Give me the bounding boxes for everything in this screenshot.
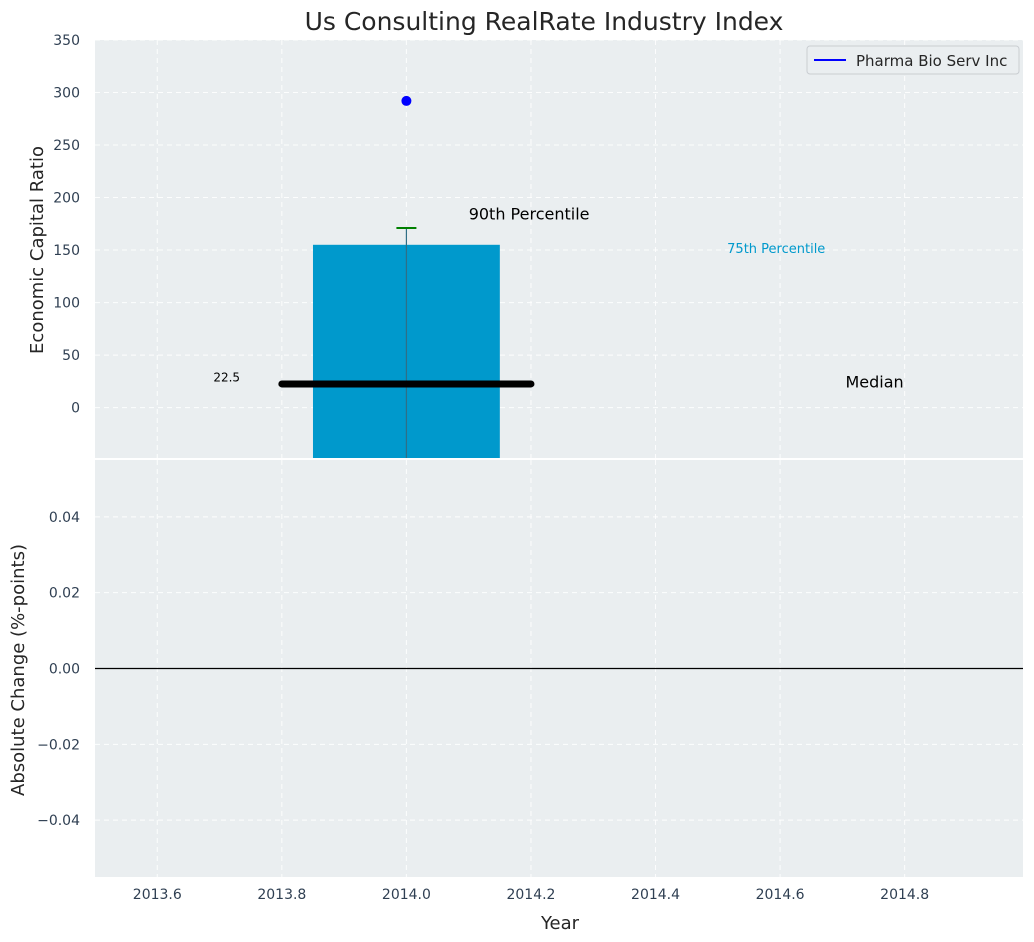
- annotation-label: 22.5: [213, 370, 240, 384]
- chart-title: Us Consulting RealRate Industry Index: [305, 7, 784, 36]
- x-tick-label: 2014.4: [631, 887, 680, 903]
- top-y-tick-label: 100: [53, 296, 80, 312]
- x-tick-label: 2014.8: [880, 887, 929, 903]
- bottom-y-tick-label: 0.00: [49, 662, 80, 678]
- top-y-tick-label: 250: [53, 138, 80, 154]
- x-tick-label: 2013.6: [133, 887, 182, 903]
- x-tick-label: 2014.0: [382, 887, 431, 903]
- legend: Pharma Bio Serv Inc: [806, 45, 1020, 75]
- bottom-y-tick-label: 0.04: [49, 510, 80, 526]
- top-y-tick-label: 350: [53, 33, 80, 49]
- top-y-axis-label: Economic Capital Ratio: [27, 146, 48, 354]
- annotation-label: 90th Percentile: [469, 205, 590, 224]
- top-y-tick-label: 300: [53, 86, 80, 102]
- top-y-tick-label: 150: [53, 243, 80, 259]
- x-tick-label: 2013.8: [257, 887, 306, 903]
- company-point: [401, 95, 412, 106]
- x-axis-label: Year: [540, 913, 580, 934]
- annotation-label: 75th Percentile: [727, 242, 825, 257]
- bottom-y-axis-label: Absolute Change (%-points): [8, 544, 29, 796]
- top-y-tick-label: 0: [71, 401, 80, 417]
- legend-frame: [806, 45, 1020, 75]
- ticks-layer: 2013.6 2013.8 2014.0 2014.2 2014.4 2014.6 2014…: [37, 33, 929, 903]
- annotation-label: Median: [845, 373, 903, 392]
- top-plot-area: [95, 40, 1023, 458]
- bottom-y-tick-label: 0.02: [49, 586, 80, 602]
- marks-layer: 90th Percentile 75th Percentile Median 22.5: [95, 95, 1023, 670]
- legend-label: Pharma Bio Serv Inc: [856, 52, 1007, 70]
- bottom-y-tick-label: −0.04: [37, 813, 80, 829]
- x-tick-label: 2014.2: [506, 887, 555, 903]
- x-tick-label: 2014.6: [756, 887, 805, 903]
- bottom-y-tick-label: −0.02: [37, 737, 80, 753]
- top-y-tick-label: 200: [53, 191, 80, 207]
- top-y-tick-label: 50: [62, 348, 80, 364]
